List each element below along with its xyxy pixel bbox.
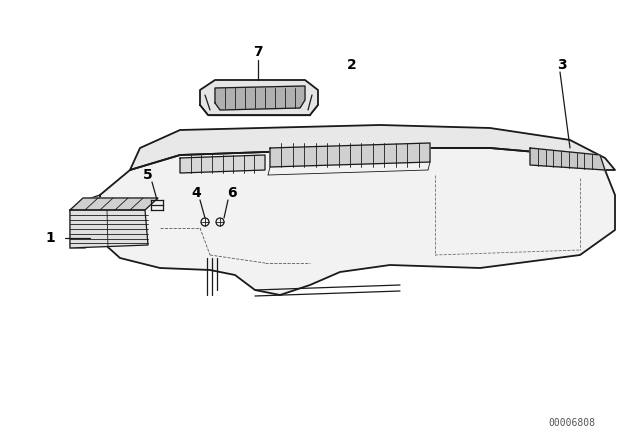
- Polygon shape: [70, 210, 148, 248]
- Polygon shape: [180, 155, 265, 173]
- Text: 7: 7: [253, 45, 263, 59]
- Polygon shape: [100, 148, 615, 295]
- Polygon shape: [215, 86, 305, 110]
- Text: 2: 2: [347, 58, 357, 72]
- Polygon shape: [130, 125, 615, 170]
- Polygon shape: [270, 143, 430, 167]
- Text: 5: 5: [143, 168, 153, 182]
- Text: 6: 6: [227, 186, 237, 200]
- Text: 4: 4: [191, 186, 201, 200]
- Text: 1: 1: [45, 231, 55, 245]
- Polygon shape: [70, 198, 158, 210]
- Polygon shape: [530, 148, 605, 170]
- Text: 00006808: 00006808: [548, 418, 595, 428]
- Polygon shape: [70, 195, 100, 248]
- Text: 3: 3: [557, 58, 567, 72]
- Polygon shape: [200, 80, 318, 115]
